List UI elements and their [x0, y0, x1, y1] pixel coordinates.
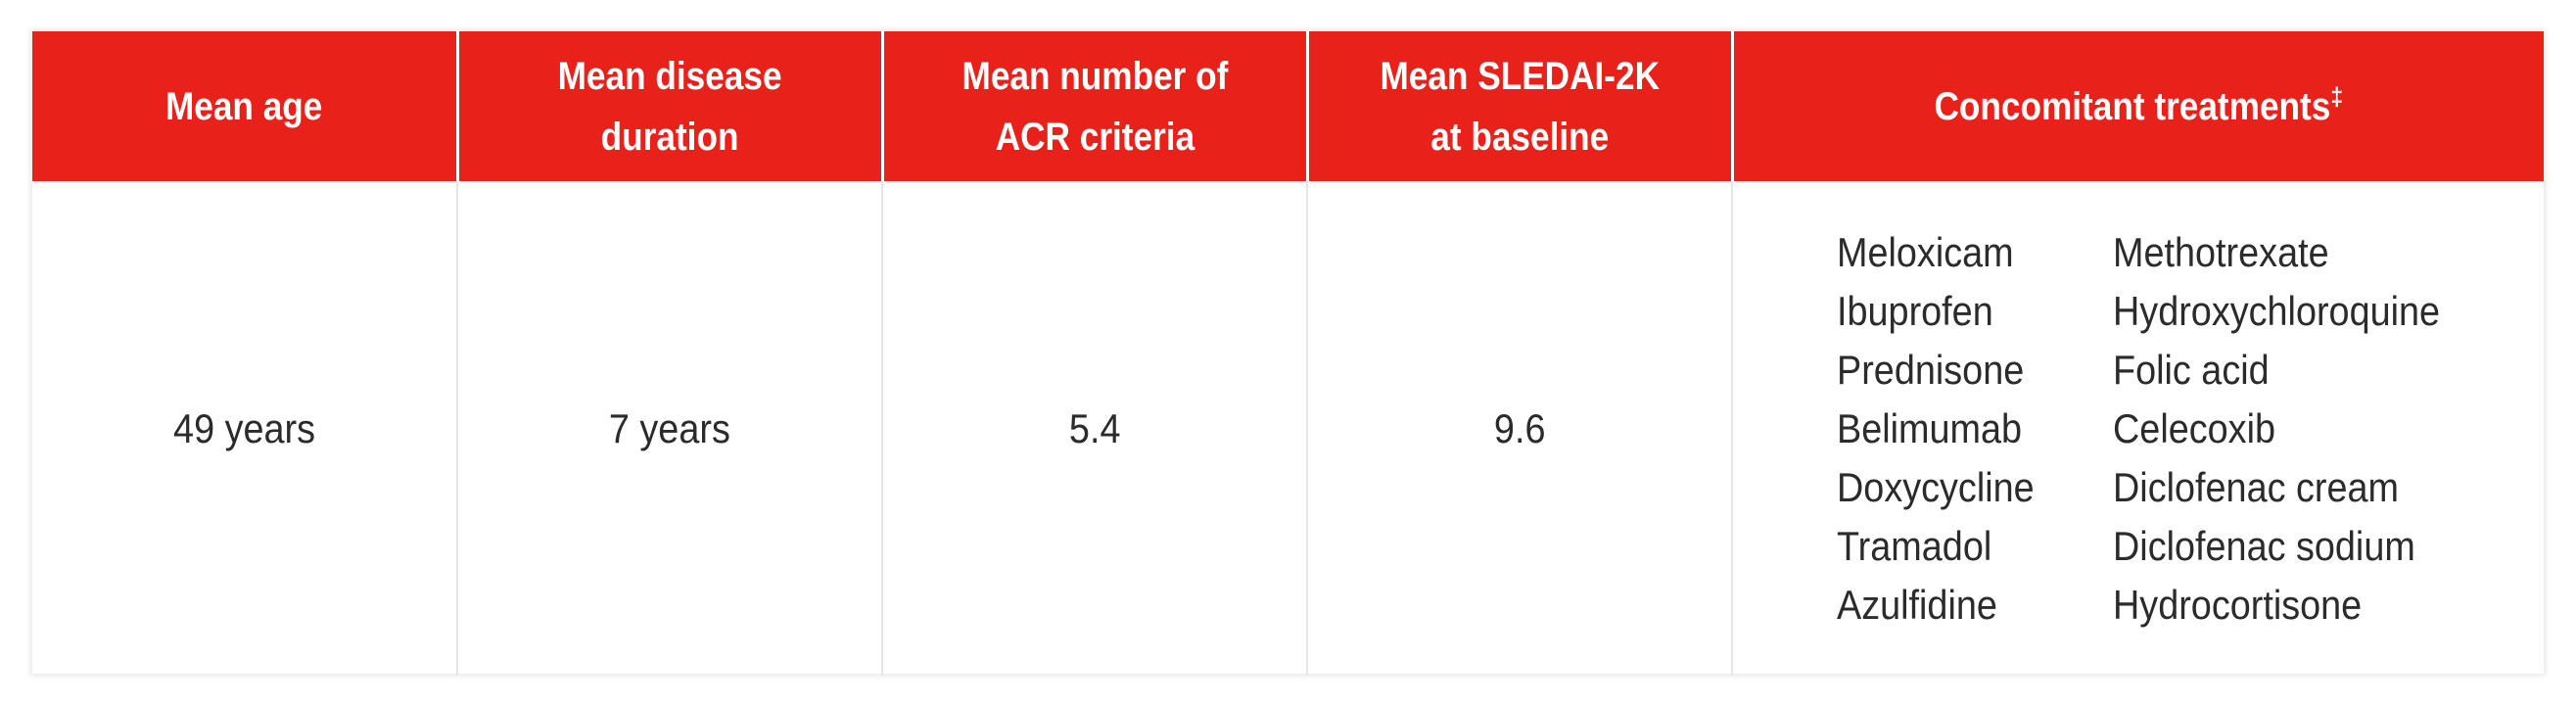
- baseline-characteristics-table: Mean age Mean disease duration Mean numbe…: [32, 31, 2544, 676]
- header-mean-sledai: Mean SLEDAI-2K at baseline: [1307, 31, 1734, 181]
- treatment-item: Prednisone: [1837, 346, 2025, 393]
- header-row: Mean age Mean disease duration Mean numbe…: [32, 31, 2544, 181]
- double-dagger-mark: ‡: [2330, 81, 2344, 112]
- treatment-list: Meloxicam Ibuprofen Prednisone Belimumab…: [1837, 223, 2543, 635]
- header-mean-disease-duration: Mean disease duration: [457, 31, 884, 181]
- treatment-item: Hydrocortisone: [2113, 581, 2363, 628]
- header-mean-age: Mean age: [32, 31, 459, 181]
- treatment-item: Celecoxib: [2113, 404, 2275, 451]
- treatment-column-right: Methotrexate Hydroxychloroquine Folic ac…: [2113, 223, 2485, 635]
- treatment-item: Azulfidine: [1837, 581, 1997, 628]
- treatment-item: Tramadol: [1837, 522, 1992, 569]
- treatment-column-left: Meloxicam Ibuprofen Prednisone Belimumab…: [1837, 223, 2113, 635]
- cell-mean-age: 49 years: [32, 181, 458, 676]
- cell-mean-sledai: 9.6: [1307, 181, 1733, 676]
- treatment-item: Hydroxychloroquine: [2113, 287, 2441, 334]
- treatment-item: Meloxicam: [1837, 228, 2014, 275]
- treatment-item: Diclofenac sodium: [2113, 522, 2415, 569]
- treatment-item: Doxycycline: [1837, 463, 2035, 510]
- cell-mean-acr-criteria: 5.4: [882, 181, 1308, 676]
- treatment-item: Diclofenac cream: [2113, 463, 2400, 510]
- treatment-item: Methotrexate: [2113, 228, 2329, 275]
- header-mean-acr-criteria: Mean number of ACR criteria: [882, 31, 1309, 181]
- treatment-item: Belimumab: [1837, 404, 2023, 451]
- header-concomitant-treatments: Concomitant treatments‡: [1732, 31, 2544, 181]
- data-table: Mean age Mean disease duration Mean numbe…: [32, 31, 2544, 676]
- cell-concomitant-treatments: Meloxicam Ibuprofen Prednisone Belimumab…: [1732, 181, 2544, 676]
- treatment-item: Ibuprofen: [1837, 287, 1993, 334]
- cell-mean-disease-duration: 7 years: [457, 181, 883, 676]
- treatment-item: Folic acid: [2113, 346, 2270, 393]
- data-row: 49 years 7 years 5.4 9.6 Meloxicam Ibupr…: [32, 181, 2544, 676]
